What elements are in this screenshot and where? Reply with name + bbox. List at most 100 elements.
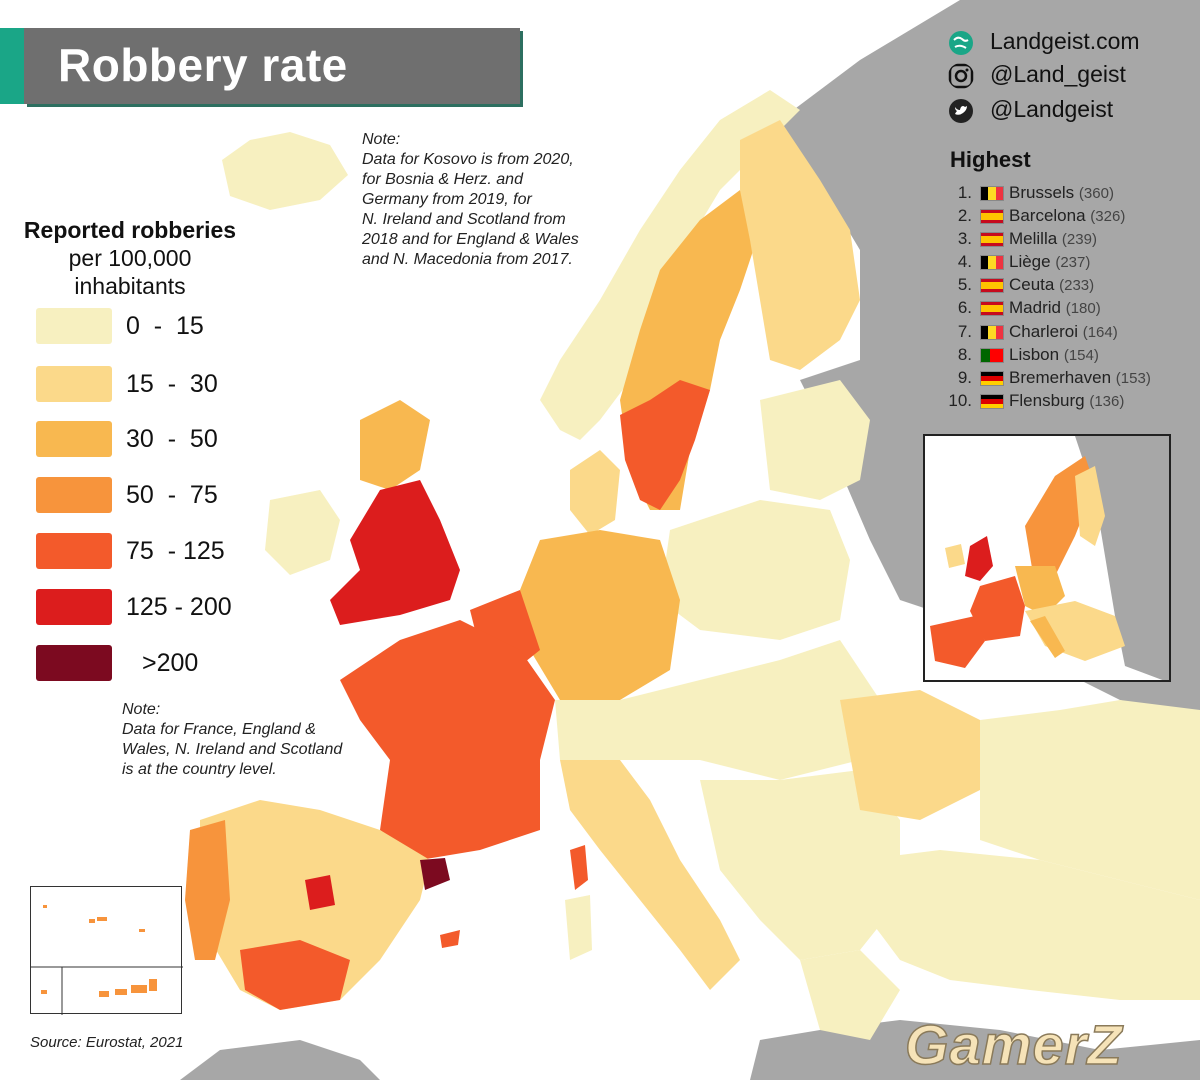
madrid — [305, 875, 335, 910]
germany-flag-icon — [980, 394, 1004, 409]
balearics — [440, 930, 460, 948]
legend-item: >200 — [36, 645, 236, 683]
rank-city: Lisbon (154) — [1009, 345, 1099, 365]
rank-city-name: Charleroi — [1009, 322, 1078, 341]
belgium-flag-icon — [980, 255, 1004, 270]
rank-city-name: Flensburg — [1009, 391, 1085, 410]
rank-row: 1. Brussels (360) — [948, 183, 1188, 205]
spain-flag-icon — [980, 232, 1004, 247]
social-twitter-text: @Landgeist — [990, 96, 1114, 122]
legend-label: 0 - 15 — [126, 312, 204, 340]
rank-city-name: Lisbon — [1009, 345, 1060, 364]
rank-value: (164) — [1082, 324, 1118, 341]
rank-number: 1. — [957, 183, 972, 202]
rank-city-name: Brussels — [1009, 183, 1075, 202]
rank-row: 4. Liège (237) — [948, 252, 1188, 274]
legend-item: 30 - 50 — [36, 421, 236, 459]
legend-item: 125 - 200 — [36, 589, 236, 627]
denmark — [570, 450, 620, 535]
spain-south — [240, 940, 350, 1010]
social-website-text: Landgeist.com — [990, 28, 1140, 54]
social-instagram-text: @Land_geist — [990, 61, 1126, 87]
germany — [520, 530, 680, 700]
sweden-south — [620, 380, 710, 510]
france — [340, 620, 555, 860]
rank-city-name: Barcelona — [1009, 206, 1086, 225]
highest-title: Highest — [950, 147, 1031, 172]
rank-city: Barcelona (326) — [1009, 206, 1125, 226]
england-wales — [330, 480, 460, 625]
twitter-icon — [949, 99, 973, 123]
title-box: Robbery rate — [24, 28, 520, 104]
inset-map — [923, 434, 1171, 682]
instagram-icon — [948, 63, 974, 89]
rank-number: 9. — [957, 368, 972, 387]
source-note: Source: Eurostat, 2021 — [30, 1034, 184, 1051]
rank-number: 7. — [957, 322, 972, 341]
rank-row: 5. Ceuta (233) — [948, 275, 1188, 297]
social-instagram[interactable]: @Land_geist — [948, 61, 1198, 91]
legend-swatch — [36, 533, 112, 569]
rank-city: Flensburg (136) — [1009, 391, 1124, 411]
page-title: Robbery rate — [58, 39, 348, 91]
corsica — [570, 845, 588, 890]
rank-value: (326) — [1090, 208, 1126, 225]
rank-number: 6. — [957, 298, 972, 317]
belgium-flag-icon — [980, 325, 1004, 340]
inset-map-svg — [925, 436, 1169, 680]
social-website[interactable]: Landgeist.com — [948, 28, 1198, 58]
watermark-logo: GamerZ — [904, 1012, 1123, 1077]
legend-item: 15 - 30 — [36, 366, 236, 404]
legend-label: 15 - 30 — [126, 370, 218, 398]
germany-flag-icon — [980, 371, 1004, 386]
rank-number: 2. — [957, 206, 972, 225]
rank-row: 7. Charleroi (164) — [948, 322, 1188, 344]
title-banner: Robbery rate — [0, 28, 520, 106]
rank-number: 4. — [957, 252, 972, 271]
legend-title-bold: Reported robberies — [23, 217, 237, 243]
legend-label: 75 - 125 — [126, 537, 225, 565]
finland — [740, 120, 860, 370]
rank-value: (360) — [1078, 185, 1114, 202]
legend-swatch — [36, 366, 112, 402]
rank-city-name: Bremerhaven — [1009, 368, 1112, 387]
globe-icon — [949, 31, 973, 55]
rank-number: 5. — [957, 275, 972, 294]
rank-city-name: Liège — [1009, 252, 1051, 271]
spain-flag-icon — [980, 209, 1004, 224]
rank-row: 9. Bremerhaven (153) — [948, 368, 1188, 390]
rank-number: 3. — [957, 229, 972, 248]
islands-inset-svg — [31, 905, 183, 1015]
legend-label: 125 - 200 — [126, 593, 232, 621]
rank-city: Bremerhaven (153) — [1009, 368, 1151, 388]
spain-flag-icon — [980, 301, 1004, 316]
legend-item: 0 - 15 — [36, 308, 236, 346]
rank-value: (239) — [1061, 231, 1097, 248]
spain-flag-icon — [980, 278, 1004, 293]
rank-row: 6. Madrid (180) — [948, 298, 1188, 320]
ireland — [265, 490, 340, 575]
rank-city-name: Melilla — [1009, 229, 1058, 248]
rank-row: 10. Flensburg (136) — [948, 391, 1188, 413]
rank-value: (237) — [1055, 254, 1091, 271]
note-bottom: Note: Data for France, England & Wales, … — [122, 701, 343, 778]
legend-swatch — [36, 421, 112, 457]
rank-number: 10. — [948, 391, 972, 410]
legend-swatch — [36, 589, 112, 625]
note-top: Note: Data for Kosovo is from 2020, for … — [362, 131, 579, 268]
baltics — [760, 380, 870, 500]
rank-value: (136) — [1089, 393, 1125, 410]
legend-item: 75 - 125 — [36, 533, 236, 571]
rank-city: Charleroi (164) — [1009, 322, 1118, 342]
rank-number: 8. — [957, 345, 972, 364]
rank-city: Madrid (180) — [1009, 298, 1101, 318]
rank-value: (180) — [1065, 300, 1101, 317]
rank-value: (154) — [1063, 347, 1099, 364]
social-twitter[interactable]: @Landgeist — [948, 96, 1198, 126]
rank-city: Liège (237) — [1009, 252, 1090, 272]
iceland — [222, 132, 348, 210]
portugal — [185, 820, 230, 960]
rank-city: Brussels (360) — [1009, 183, 1114, 203]
poland — [660, 500, 850, 640]
